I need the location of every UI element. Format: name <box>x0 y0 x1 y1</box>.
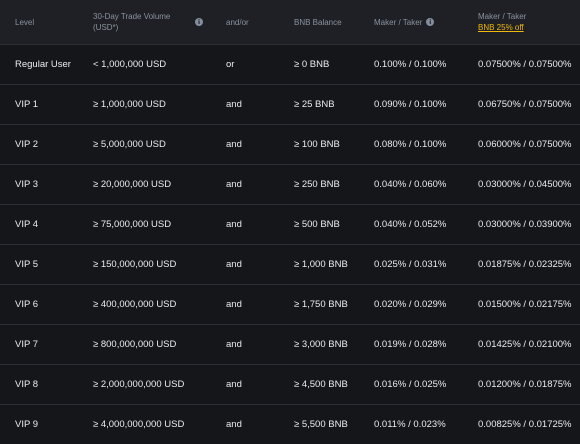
fee-bnb-cell: 0.06000% / 0.07500% <box>478 139 572 150</box>
level-cell: VIP 6 <box>15 299 39 310</box>
header-andor: and/or <box>226 17 249 27</box>
condition-cell: or <box>226 59 235 70</box>
table-row: VIP 7 ≥ 800,000,000 USD and ≥ 3,000 BNB 0.01… <box>0 324 580 364</box>
fee-bnb-cell: 0.03000% / 0.04500% <box>478 179 572 190</box>
header-volume-unit: (USD*) <box>93 23 119 32</box>
bnb-balance-cell: ≥ 0 BNB <box>294 59 330 70</box>
table-row: VIP 3 ≥ 20,000,000 USD and ≥ 250 BNB 0.040% … <box>0 164 580 204</box>
table-row: VIP 2 ≥ 5,000,000 USD and ≥ 100 BNB 0.080% /… <box>0 124 580 164</box>
bnb-balance-cell: ≥ 5,500 BNB <box>294 419 348 430</box>
fee-bnb-cell: 0.01875% / 0.02325% <box>478 259 572 270</box>
bnb-balance-cell: ≥ 1,000 BNB <box>294 259 348 270</box>
level-cell: VIP 9 <box>15 419 39 430</box>
bnb-balance-cell: ≥ 250 BNB <box>294 179 340 190</box>
condition-cell: and <box>226 339 242 350</box>
table-row: VIP 1 ≥ 1,000,000 USD and ≥ 25 BNB 0.090% / … <box>0 84 580 124</box>
header-level: Level <box>15 17 35 27</box>
level-cell: VIP 5 <box>15 259 39 270</box>
header-bnb-balance: BNB Balance <box>294 17 342 27</box>
condition-cell: and <box>226 299 242 310</box>
fee-bnb-cell: 0.00825% / 0.01725% <box>478 419 572 430</box>
header-maker-taker-bnb: Maker / Taker BNB 25% off <box>478 11 580 33</box>
level-cell: VIP 8 <box>15 379 39 390</box>
fee-cell: 0.080% / 0.100% <box>374 139 447 150</box>
fee-cell: 0.040% / 0.052% <box>374 219 447 230</box>
header-maker-taker-label: Maker / Taker <box>374 17 423 27</box>
volume-cell: ≥ 5,000,000 USD <box>93 139 166 150</box>
table-row: VIP 6 ≥ 400,000,000 USD and ≥ 1,750 BNB 0.02… <box>0 284 580 324</box>
volume-cell: ≥ 800,000,000 USD <box>93 339 177 350</box>
bnb-discount-link[interactable]: BNB 25% off <box>478 23 524 32</box>
table-row: VIP 8 ≥ 2,000,000,000 USD and ≥ 4,500 BNB 0.… <box>0 364 580 404</box>
condition-cell: and <box>226 99 242 110</box>
bnb-balance-cell: ≥ 1,750 BNB <box>294 299 348 310</box>
bnb-balance-cell: ≥ 25 BNB <box>294 99 335 110</box>
condition-cell: and <box>226 139 242 150</box>
volume-cell: ≥ 4,000,000,000 USD <box>93 419 185 430</box>
condition-cell: and <box>226 379 242 390</box>
fee-cell: 0.019% / 0.028% <box>374 339 447 350</box>
header-volume: 30-Day Trade Volume (USD*) i <box>93 11 226 33</box>
volume-cell: ≥ 2,000,000,000 USD <box>93 379 185 390</box>
fee-cell: 0.011% / 0.023% <box>374 419 446 430</box>
fee-bnb-cell: 0.01500% / 0.02175% <box>478 299 572 310</box>
condition-cell: and <box>226 419 242 430</box>
level-cell: VIP 4 <box>15 219 39 230</box>
condition-cell: and <box>226 259 242 270</box>
fee-cell: 0.025% / 0.031% <box>374 259 447 270</box>
fee-bnb-cell: 0.06750% / 0.07500% <box>478 99 572 110</box>
header-maker-taker: Maker / Taker i <box>374 17 478 28</box>
bnb-balance-cell: ≥ 100 BNB <box>294 139 340 150</box>
volume-cell: < 1,000,000 USD <box>93 59 167 70</box>
table-row: VIP 9 ≥ 4,000,000,000 USD and ≥ 5,500 BNB 0.… <box>0 404 580 444</box>
fee-cell: 0.100% / 0.100% <box>374 59 447 70</box>
level-cell: VIP 7 <box>15 339 39 350</box>
fee-bnb-cell: 0.03000% / 0.03900% <box>478 219 572 230</box>
table-row: VIP 5 ≥ 150,000,000 USD and ≥ 1,000 BNB 0.02… <box>0 244 580 284</box>
fee-cell: 0.016% / 0.025% <box>374 379 447 390</box>
header-volume-label: 30-Day Trade Volume <box>93 12 171 21</box>
level-cell: VIP 3 <box>15 179 39 190</box>
fee-bnb-cell: 0.01200% / 0.01875% <box>478 379 572 390</box>
fee-bnb-cell: 0.01425% / 0.02100% <box>478 339 572 350</box>
table-header: Level 30-Day Trade Volume (USD*) i and/o… <box>0 0 580 44</box>
level-cell: VIP 2 <box>15 139 39 150</box>
table-row: VIP 4 ≥ 75,000,000 USD and ≥ 500 BNB 0.040% … <box>0 204 580 244</box>
volume-cell: ≥ 400,000,000 USD <box>93 299 177 310</box>
info-icon[interactable]: i <box>195 18 203 26</box>
bnb-balance-cell: ≥ 4,500 BNB <box>294 379 348 390</box>
volume-cell: ≥ 20,000,000 USD <box>93 179 172 190</box>
info-icon[interactable]: i <box>426 18 435 26</box>
fee-cell: 0.020% / 0.029% <box>374 299 447 310</box>
level-cell: Regular User <box>15 59 71 70</box>
level-cell: VIP 1 <box>15 99 39 110</box>
bnb-balance-cell: ≥ 500 BNB <box>294 219 340 230</box>
header-maker-taker-bnb-label: Maker / Taker <box>478 12 527 21</box>
table-body: Regular User < 1,000,000 USD or ≥ 0 BNB 0.10… <box>0 44 580 444</box>
volume-cell: ≥ 75,000,000 USD <box>93 219 172 230</box>
fee-tier-table: Level 30-Day Trade Volume (USD*) i and/o… <box>0 0 580 430</box>
fee-cell: 0.090% / 0.100% <box>374 99 447 110</box>
bnb-balance-cell: ≥ 3,000 BNB <box>294 339 348 350</box>
volume-cell: ≥ 150,000,000 USD <box>93 259 177 270</box>
fee-bnb-cell: 0.07500% / 0.07500% <box>478 59 572 70</box>
condition-cell: and <box>226 179 242 190</box>
fee-cell: 0.040% / 0.060% <box>374 179 447 190</box>
volume-cell: ≥ 1,000,000 USD <box>93 99 166 110</box>
condition-cell: and <box>226 219 242 230</box>
table-row: Regular User < 1,000,000 USD or ≥ 0 BNB 0.10… <box>0 44 580 84</box>
